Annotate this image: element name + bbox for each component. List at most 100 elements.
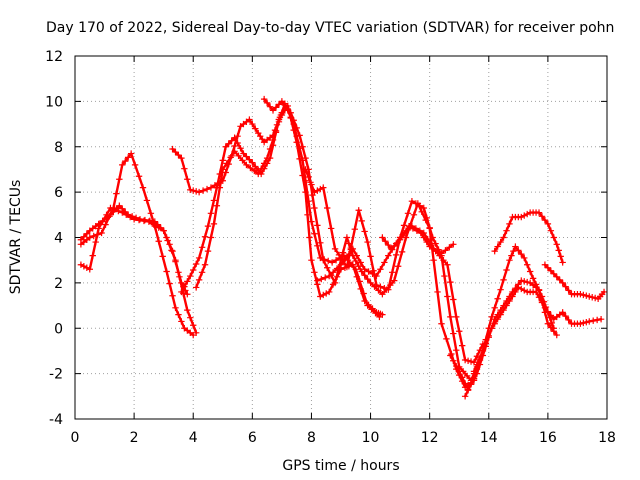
data-point-marker xyxy=(178,318,185,325)
data-point-marker xyxy=(219,166,226,173)
data-point-marker xyxy=(213,202,221,209)
data-point-marker xyxy=(192,188,200,195)
data-point-marker xyxy=(518,213,525,221)
data-point-marker xyxy=(562,312,569,320)
data-point-marker xyxy=(550,234,557,241)
data-point-marker xyxy=(317,293,324,300)
data-point-marker xyxy=(476,354,484,361)
data-point-marker xyxy=(398,248,406,256)
data-point-marker xyxy=(373,281,380,289)
data-point-marker xyxy=(103,214,110,222)
data-point-marker xyxy=(201,233,209,240)
series-line xyxy=(381,224,455,255)
data-point-marker xyxy=(470,368,478,375)
data-point-marker xyxy=(311,204,318,212)
data-point-marker xyxy=(440,256,447,264)
series-line xyxy=(79,152,195,337)
data-point-marker xyxy=(240,150,247,157)
data-point-marker xyxy=(107,204,114,212)
data-point-marker xyxy=(577,320,584,327)
data-point-marker xyxy=(497,311,504,318)
data-point-marker xyxy=(355,207,362,214)
data-point-marker xyxy=(287,109,294,116)
data-point-marker xyxy=(314,277,321,284)
data-point-marker xyxy=(278,109,286,116)
data-point-marker xyxy=(491,320,498,327)
series-line xyxy=(171,111,284,194)
data-point-marker xyxy=(416,202,424,209)
data-point-marker xyxy=(320,184,327,191)
data-point-marker xyxy=(77,236,85,243)
data-point-marker xyxy=(327,225,335,232)
x-tick-label: 0 xyxy=(71,430,80,446)
data-point-marker xyxy=(420,234,427,241)
data-point-marker xyxy=(160,227,167,234)
data-point-marker xyxy=(190,187,197,194)
data-point-marker xyxy=(580,319,587,327)
data-point-marker xyxy=(231,134,238,141)
data-point-marker xyxy=(314,222,321,229)
data-point-marker xyxy=(181,165,188,172)
data-point-marker xyxy=(163,268,170,275)
data-point-marker xyxy=(373,272,380,280)
data-point-marker xyxy=(207,234,215,241)
data-point-marker xyxy=(458,374,466,381)
data-point-marker xyxy=(482,336,490,343)
data-point-marker xyxy=(258,165,265,172)
data-point-marker xyxy=(322,274,329,281)
data-point-marker xyxy=(113,190,120,197)
data-point-marker xyxy=(199,187,207,194)
data-point-marker xyxy=(461,356,469,364)
data-point-marker xyxy=(195,276,203,284)
data-point-marker xyxy=(410,211,418,219)
data-point-marker xyxy=(529,275,537,282)
data-point-marker xyxy=(329,269,337,276)
data-point-marker xyxy=(356,278,363,285)
data-point-marker xyxy=(305,198,312,205)
data-point-marker xyxy=(413,227,421,234)
data-point-marker xyxy=(494,295,501,302)
data-point-marker xyxy=(192,329,200,336)
data-point-marker xyxy=(443,335,450,343)
data-point-marker xyxy=(234,139,241,147)
data-point-marker xyxy=(510,247,517,255)
data-point-marker xyxy=(420,204,427,212)
data-point-marker xyxy=(512,288,519,296)
data-point-marker xyxy=(438,250,445,257)
data-point-marker xyxy=(337,261,345,268)
data-point-marker xyxy=(494,243,501,250)
data-point-marker xyxy=(432,240,439,247)
x-tick-label: 4 xyxy=(189,430,198,446)
data-point-marker xyxy=(172,304,179,312)
data-point-marker xyxy=(159,253,166,260)
data-point-marker xyxy=(184,278,191,285)
data-point-marker xyxy=(169,292,176,299)
x-tick-label: 10 xyxy=(362,430,380,446)
data-point-marker xyxy=(296,132,303,139)
data-point-marker xyxy=(110,208,117,215)
data-point-marker xyxy=(195,254,203,262)
data-point-marker xyxy=(512,243,519,250)
data-point-marker xyxy=(343,234,351,241)
data-point-marker xyxy=(246,116,253,123)
data-point-marker xyxy=(308,218,315,225)
data-point-marker xyxy=(155,238,162,245)
data-point-marker xyxy=(252,125,259,132)
data-point-marker xyxy=(453,346,460,354)
data-point-marker xyxy=(246,156,253,163)
data-point-marker xyxy=(518,277,525,284)
data-point-marker xyxy=(320,291,327,299)
data-point-marker xyxy=(119,205,126,212)
data-point-marker xyxy=(139,184,147,191)
data-point-marker xyxy=(508,252,515,259)
data-point-marker xyxy=(95,220,102,228)
data-point-marker xyxy=(464,387,472,394)
data-point-marker xyxy=(128,213,136,220)
data-point-marker xyxy=(388,245,395,253)
data-point-marker xyxy=(444,261,451,268)
data-point-marker xyxy=(323,290,330,297)
data-point-marker xyxy=(184,176,191,183)
data-point-marker xyxy=(207,184,215,191)
data-point-marker xyxy=(515,284,522,291)
data-point-marker xyxy=(559,259,566,266)
